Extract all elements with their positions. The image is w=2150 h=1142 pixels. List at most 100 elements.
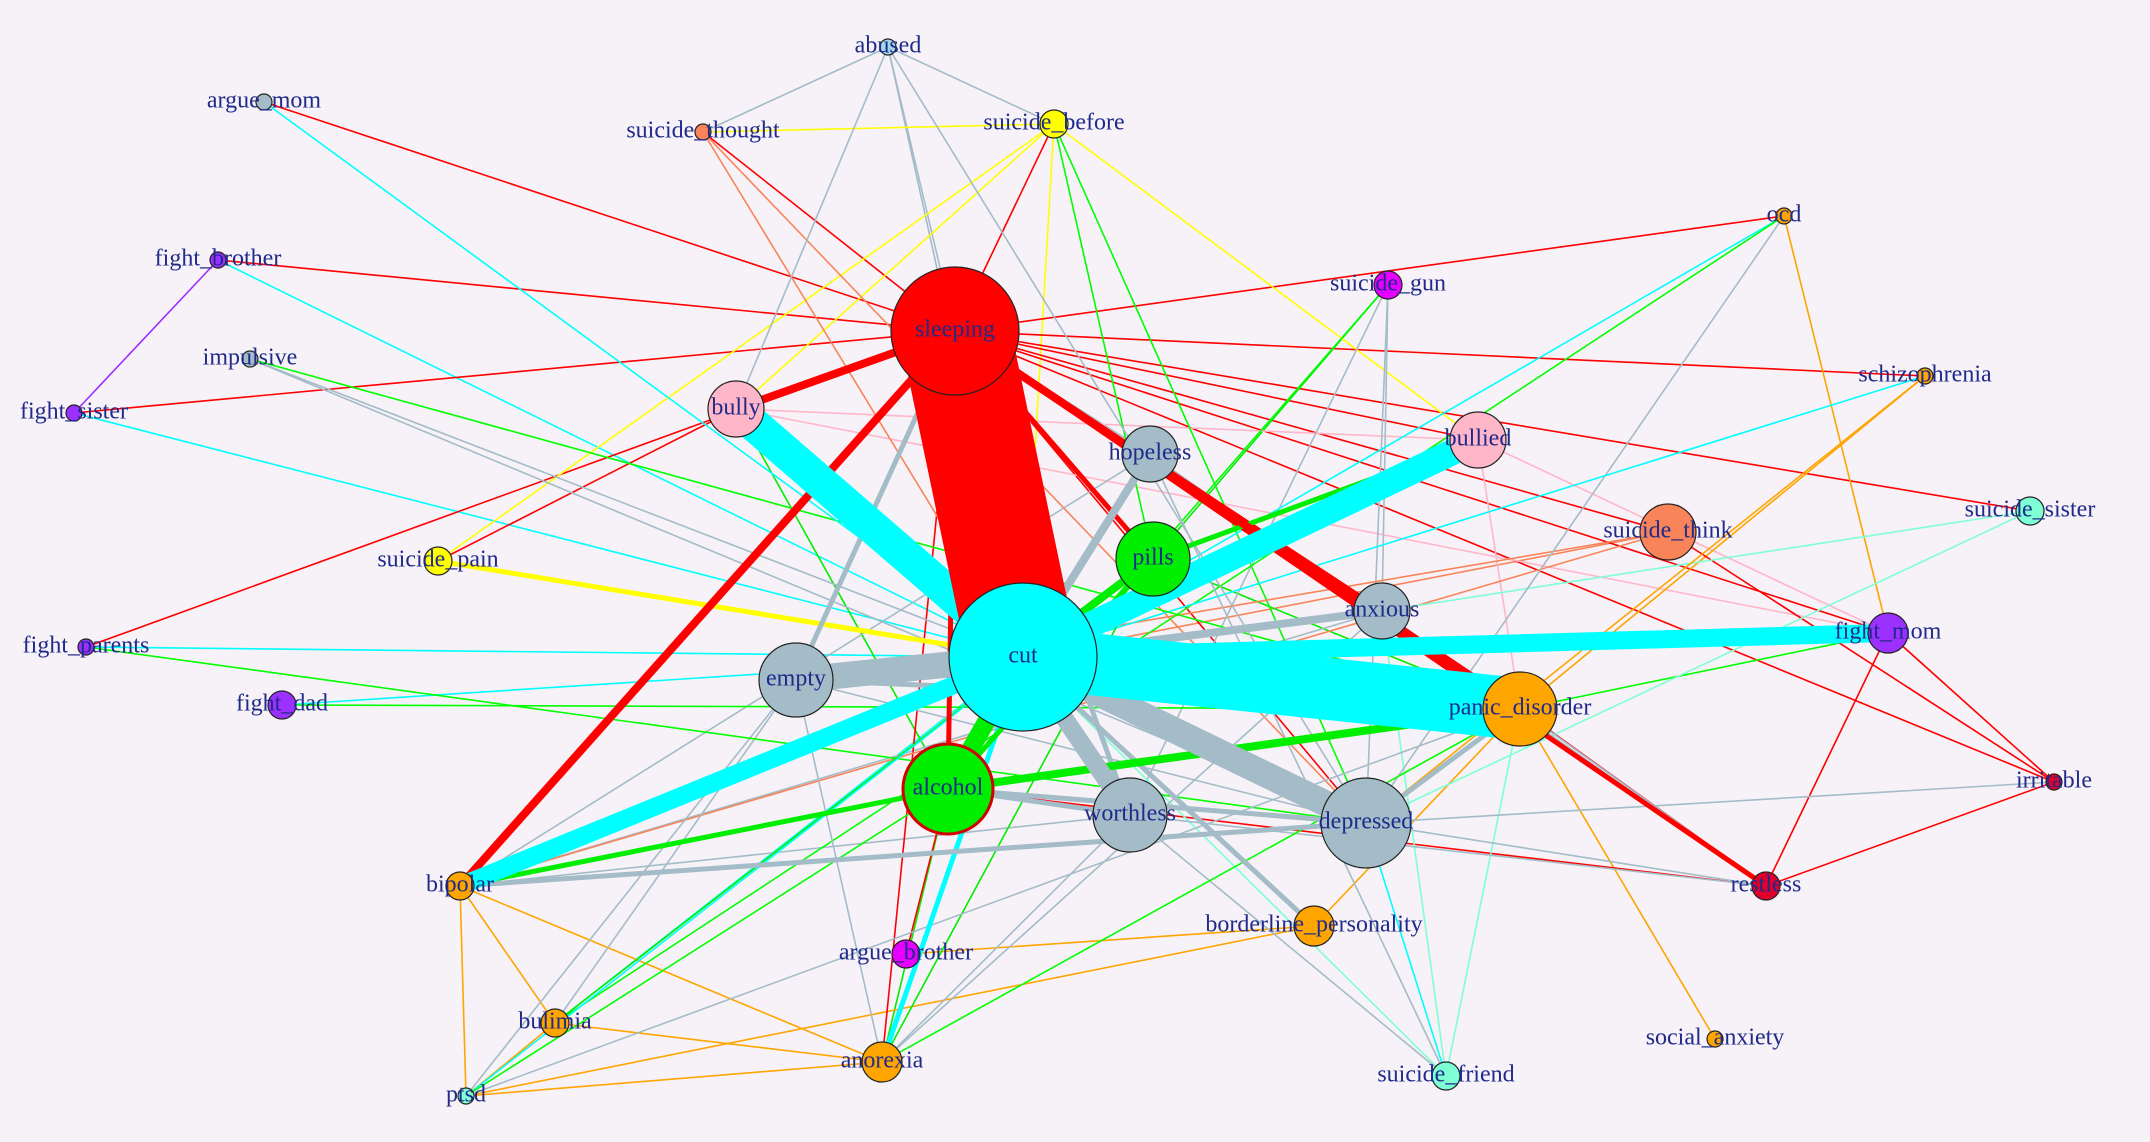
node-label-alcohol: alcohol [913, 775, 984, 801]
node-social_anxiety [1706, 1030, 1724, 1048]
edge-panic_disorder-ptsd [465, 708, 1521, 1097]
node-label-sleeping: sleeping [915, 317, 995, 343]
edge-alcohol-ptsd [465, 788, 949, 1097]
node-irritable [2045, 773, 2063, 791]
edge-bully-suicide_pain [437, 408, 737, 562]
node-label-bullied: bullied [1445, 426, 1512, 452]
node-suicide_thought [694, 123, 712, 141]
edge-fight_mom-restless [1765, 632, 1889, 887]
node-restless [1751, 871, 1781, 901]
edge-restless-irritable [1765, 781, 2055, 887]
node-label-suicide_pain: suicide_pain [377, 547, 498, 573]
edge-bipolar-anorexia [459, 885, 883, 1063]
edge-sleeping-fight_mom [954, 330, 1889, 634]
node-empty [758, 642, 834, 718]
labels-layer: abused argue_mom suicide_thought suicide_be… [20, 33, 2095, 1108]
edge-cut-suicide_pain [435, 558, 1026, 660]
edge-alcohol-bipolar [457, 786, 951, 889]
node-anorexia [861, 1041, 903, 1083]
node-label-anxious: anxious [1345, 597, 1420, 623]
node-label-irritable: irritable [2016, 768, 2092, 794]
node-label-anorexia: anorexia [841, 1048, 924, 1074]
edge-bullied-panic_disorder [1477, 439, 1521, 710]
node-anxious [1353, 582, 1411, 640]
node-fight_parents [77, 638, 95, 656]
node-label-fight_dad: fight_dad [236, 691, 328, 717]
node-label-abused: abused [855, 33, 922, 59]
edge-suicide_before-bully [735, 123, 1055, 410]
node-fight_brother [209, 251, 227, 269]
nodes-layer [65, 38, 2063, 1105]
node-bipolar [445, 871, 475, 901]
node-impulsive [241, 350, 259, 368]
node-argue_brother [891, 939, 921, 969]
edge-suicide_think-irritable [1667, 531, 2055, 783]
edge-empty-bulimia [554, 679, 797, 1024]
node-suicide_gun [1373, 270, 1403, 300]
edge-impulsive-cut [249, 358, 1024, 658]
node-label-argue_brother: argue_brother [839, 940, 973, 966]
edge-cut-bullied [1017, 428, 1484, 669]
node-bully [707, 380, 765, 438]
node-fight_dad [267, 690, 297, 720]
edge-sleeping-suicide_think [954, 330, 1669, 533]
node-label-suicide_before: suicide_before [983, 110, 1124, 136]
node-label-impulsive: impulsive [203, 345, 298, 371]
node-suicide_think [1639, 503, 1697, 561]
node-label-suicide_think: suicide_think [1603, 518, 1732, 544]
node-panic_disorder [1482, 671, 1558, 747]
edge-argue_brother-borderline_personality [905, 925, 1315, 955]
edge-ocd-fight_mom [1783, 215, 1889, 634]
edge-cut-bipolar [451, 648, 1032, 895]
edge-sleeping-bullied [954, 330, 1479, 441]
edge-suicide_sister-anxious [1381, 510, 2031, 612]
edge-empty-ptsd [465, 679, 797, 1097]
edge-panic_disorder-fight_mom [1519, 632, 1889, 710]
edge-worthless-anorexia [881, 814, 1131, 1063]
edge-suicide_before-pills [1053, 123, 1154, 560]
node-label-schizophrenia: schizophrenia [1858, 362, 1992, 388]
edge-panic_disorder-anorexia [881, 708, 1521, 1063]
edge-suicide_friend-panic_disorder [1445, 708, 1521, 1077]
edge-bipolar-ptsd [459, 885, 467, 1097]
edge-suicide_sister-depressed [1365, 510, 2031, 824]
node-label-bipolar: bipolar [426, 872, 494, 898]
edge-sleeping-bipolar [456, 327, 959, 890]
node-fight_sister [65, 404, 83, 422]
node-suicide_before [1039, 109, 1069, 139]
node-label-cut: cut [1008, 643, 1038, 669]
node-abused [879, 38, 897, 56]
node-label-ptsd: ptsd [446, 1082, 486, 1108]
edge-sleeping-schizophrenia [954, 330, 1926, 377]
edge-schizophrenia-depressed [1365, 375, 1926, 824]
node-label-fight_sister: fight_sister [20, 399, 128, 425]
edge-schizophrenia-cut [1022, 375, 1926, 658]
edge-ptsd-borderline_personality [465, 925, 1315, 1097]
node-cut [948, 582, 1098, 732]
node-argue_mom [255, 93, 273, 111]
node-suicide_sister [2015, 496, 2045, 526]
edge-panic_disorder-borderline_personality [1313, 708, 1521, 927]
edge-fight_mom-irritable [1887, 632, 2055, 783]
node-depressed [1320, 777, 1412, 869]
node-hopeless [1121, 425, 1179, 483]
edge-worthless-suicide_friend [1129, 814, 1447, 1077]
edge-worthless-bipolar [459, 814, 1131, 887]
node-label-depressed: depressed [1319, 809, 1414, 835]
edge-cut-fight_sister [73, 412, 1024, 658]
node-label-suicide_sister: suicide_sister [1965, 497, 2096, 523]
edge-cut-fight_brother [217, 259, 1024, 658]
node-pills [1115, 521, 1191, 597]
edge-cut-fight_parents [85, 646, 1024, 658]
node-sleeping [890, 266, 1020, 396]
node-label-empty: empty [766, 666, 826, 692]
edge-suicide_before-suicide_pain [437, 123, 1055, 562]
edge-cut-panic_disorder [1019, 626, 1524, 740]
node-borderline_personality [1293, 905, 1335, 947]
node-label-pills: pills [1132, 545, 1173, 571]
edge-bipolar-bulimia [459, 885, 556, 1024]
edge-abused-suicide_before [887, 46, 1055, 125]
edge-worthless-restless [1129, 814, 1767, 887]
edge-ptsd-anorexia [465, 1061, 883, 1097]
